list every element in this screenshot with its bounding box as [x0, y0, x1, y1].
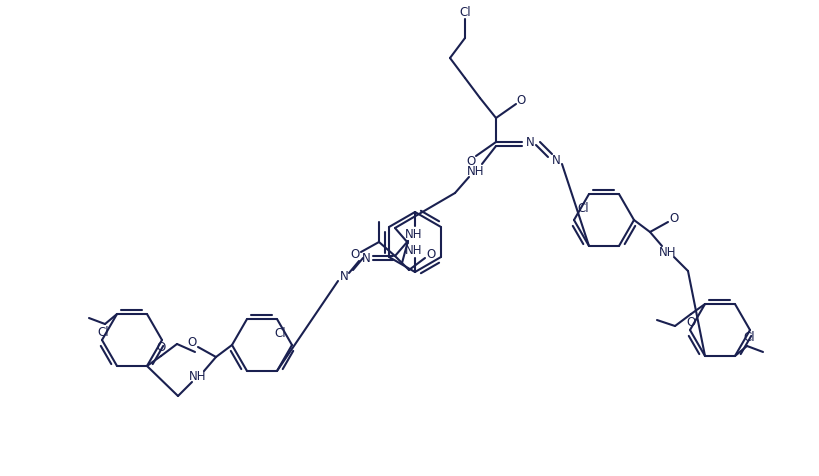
Text: Cl: Cl	[742, 331, 754, 345]
Text: O: O	[426, 248, 435, 260]
Text: O: O	[686, 316, 695, 328]
Text: Cl: Cl	[97, 326, 109, 338]
Text: NH: NH	[658, 246, 676, 258]
Text: NH: NH	[189, 370, 206, 384]
Text: NH: NH	[405, 228, 423, 240]
Text: O: O	[188, 337, 197, 349]
Text: N: N	[551, 153, 559, 167]
Text: O: O	[156, 341, 165, 355]
Text: N: N	[339, 270, 348, 284]
Text: N: N	[361, 251, 370, 265]
Text: O: O	[466, 155, 475, 168]
Text: O: O	[516, 93, 525, 107]
Text: NH: NH	[467, 165, 484, 178]
Text: Cl: Cl	[459, 6, 470, 19]
Text: O: O	[350, 248, 360, 261]
Text: O: O	[668, 211, 678, 225]
Text: Cl: Cl	[577, 201, 588, 215]
Text: Cl: Cl	[274, 327, 286, 339]
Text: N: N	[525, 136, 534, 149]
Text: NH: NH	[405, 244, 423, 257]
